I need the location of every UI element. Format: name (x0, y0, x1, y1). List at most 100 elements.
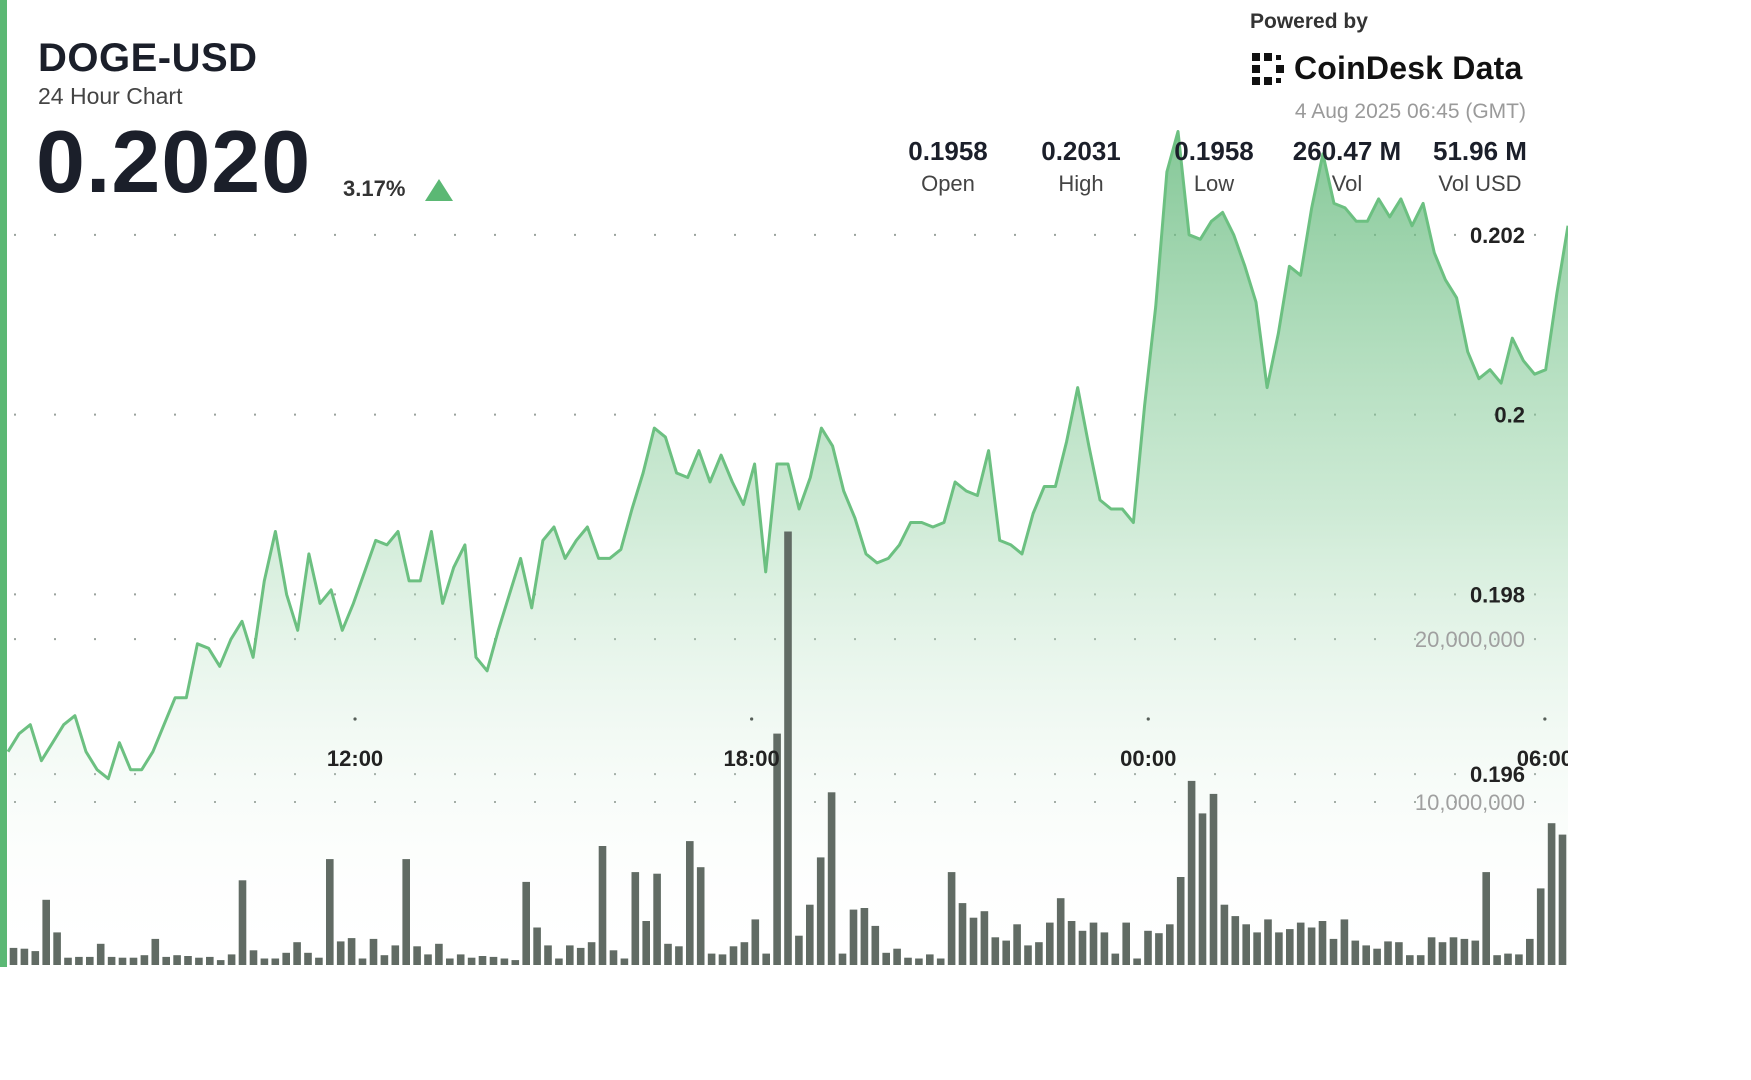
volume-bar (1471, 940, 1480, 965)
up-arrow-icon (425, 179, 453, 201)
volume-bar (696, 867, 705, 965)
volume-bar (1166, 924, 1174, 965)
volume-bar (511, 960, 520, 965)
volume-bar (544, 945, 552, 965)
price-volume-chart: 0.202 0.2 0.198 0.196 20,000,000 10,000,000 12… (6, 130, 1568, 967)
volume-bar (806, 904, 814, 965)
volume-bar (609, 950, 618, 965)
stat-vol-usd-label: Vol USD (1438, 171, 1522, 196)
volume-bar (20, 948, 29, 965)
volume-bar (1395, 942, 1403, 965)
chart-subtitle: 24 Hour Chart (38, 83, 183, 109)
x-tick-label: 00:00 (1120, 746, 1176, 771)
volume-bar (773, 733, 781, 965)
volume-bar (533, 927, 541, 965)
volume-bar (118, 957, 127, 965)
volume-bar (336, 941, 345, 965)
volume-bar (827, 792, 836, 965)
volume-bar (1558, 834, 1567, 965)
volume-bar (1536, 888, 1545, 965)
volume-bar (380, 955, 389, 965)
volume-bar (1100, 932, 1109, 965)
volume-bar (740, 942, 749, 965)
price-change-percent: 3.17% (343, 176, 406, 201)
brand-name: CoinDesk Data (1294, 50, 1523, 86)
volume-bar (1220, 904, 1229, 965)
volume-bar (260, 958, 269, 965)
volume-bar (75, 956, 83, 965)
volume-bar (1253, 932, 1261, 965)
volume-bar (271, 958, 280, 965)
volume-bar (718, 954, 727, 965)
volume-bar (391, 945, 400, 965)
volume-bar (1340, 919, 1349, 965)
volume-bar (347, 938, 356, 965)
volume-bar (958, 903, 967, 965)
volume-bar (653, 873, 661, 965)
volume-bar (1384, 941, 1392, 965)
volume-bar (107, 956, 116, 965)
volume-bar (151, 938, 160, 965)
volume-bar (1176, 877, 1185, 965)
volume-bar (1144, 930, 1152, 965)
volume-bar (947, 872, 956, 965)
stat-low-label: Low (1193, 171, 1235, 196)
volume-bar (1416, 955, 1425, 965)
volume-bar (969, 917, 978, 965)
coindesk-brand[interactable]: CoinDesk Data (1250, 50, 1522, 87)
volume-bar (456, 954, 465, 965)
volume-bar (675, 946, 683, 965)
volume-tick-label: 10,000,000 (1415, 790, 1525, 815)
volume-bar (664, 943, 672, 965)
volume-bar (1504, 953, 1512, 965)
volume-bar (1122, 922, 1130, 965)
volume-bar (795, 935, 803, 965)
volume-bar (1046, 922, 1054, 965)
stat-vol-usd: 51.96 M Vol USD (1415, 136, 1545, 197)
volume-bar (1329, 938, 1338, 965)
volume-bar (1078, 930, 1087, 965)
volume-bar (915, 958, 923, 965)
volume-bar (358, 958, 367, 965)
volume-bar (1547, 823, 1556, 965)
volume-bar (1460, 938, 1469, 965)
volume-bar (1438, 942, 1447, 965)
volume-bar (195, 957, 203, 965)
volume-bar (631, 872, 640, 965)
volume-bar (478, 956, 487, 965)
volume-bar (1013, 924, 1021, 965)
volume-bar (1089, 922, 1098, 965)
x-tick-label: 18:00 (724, 746, 780, 771)
volume-bar (435, 943, 443, 965)
volume-bar (849, 909, 858, 965)
volume-bar (1187, 780, 1196, 965)
volume-bar (980, 911, 989, 965)
volume-bar (31, 951, 40, 965)
volume-bar (1242, 924, 1250, 965)
volume-bar (587, 942, 596, 965)
volume-bar (991, 937, 1000, 965)
x-tick-label: 12:00 (327, 746, 383, 771)
volume-bar (522, 881, 530, 965)
volume-bar (1067, 921, 1076, 965)
coindesk-logo-icon (1252, 52, 1284, 85)
pair-title: DOGE-USD (38, 36, 258, 80)
volume-bar (1482, 872, 1490, 965)
volume-bar (249, 950, 258, 965)
volume-bar (282, 952, 290, 965)
stat-open-value: 0.1958 (908, 136, 988, 166)
volume-bar (1155, 933, 1163, 965)
volume-bar (184, 956, 192, 965)
volume-bar (926, 954, 934, 965)
volume-bar (173, 955, 181, 965)
price-tick-label: 0.198 (1470, 582, 1525, 607)
stat-vol: 260.47 M Vol (1282, 136, 1412, 197)
volume-bar (882, 952, 890, 965)
volume-bar (620, 958, 629, 965)
volume-bar (369, 938, 378, 965)
left-accent-bar (0, 0, 7, 967)
volume-bar (1002, 940, 1010, 965)
volume-bar (1296, 922, 1305, 965)
volume-bar (686, 841, 694, 965)
volume-bar (216, 960, 225, 965)
